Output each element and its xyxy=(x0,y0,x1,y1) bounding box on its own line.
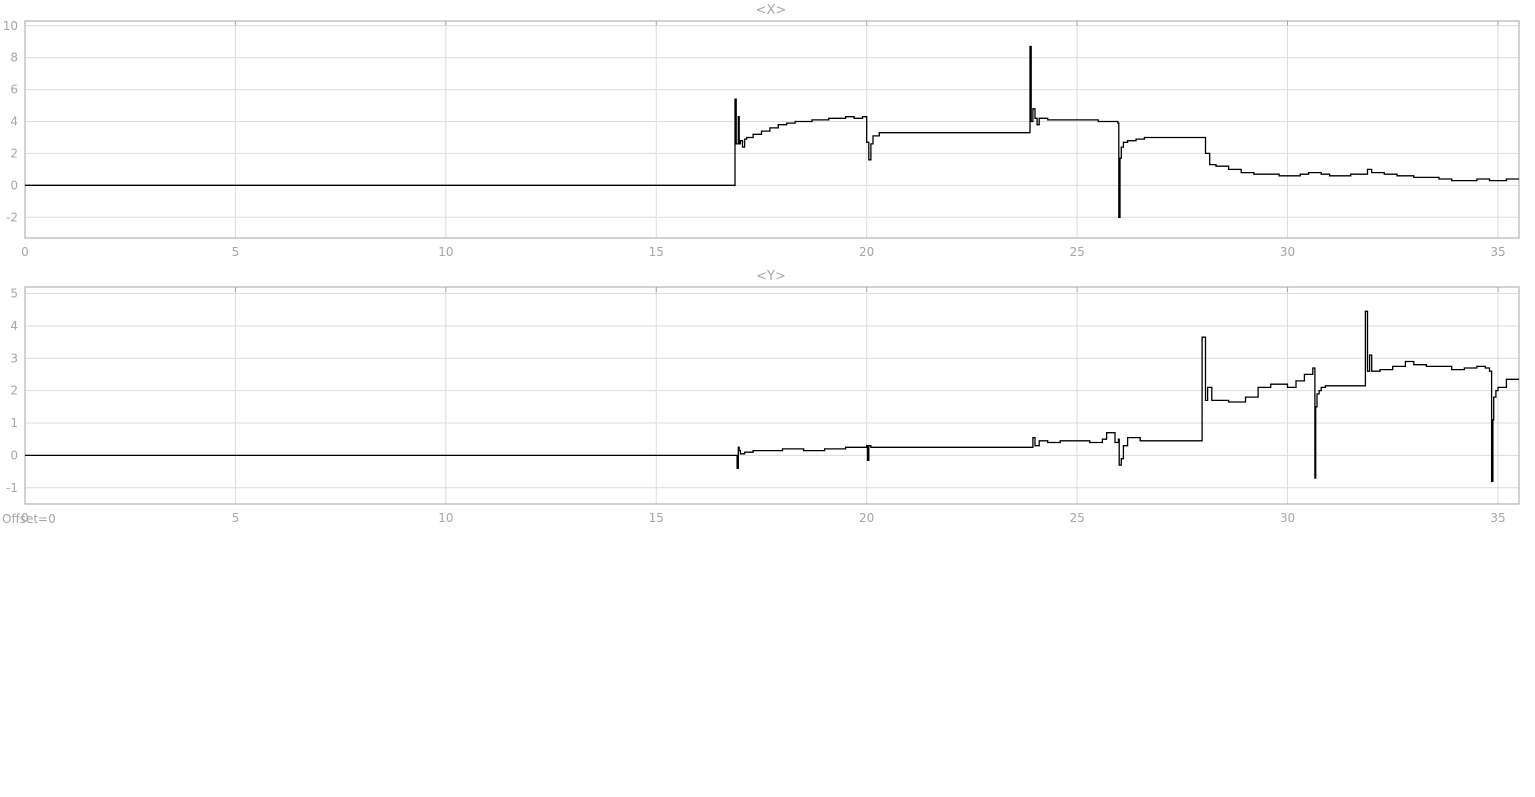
y-tick-label: -1 xyxy=(6,481,18,495)
x-tick-label: 15 xyxy=(649,511,664,525)
y-tick-label: 10 xyxy=(3,19,18,33)
x-tick-label: 35 xyxy=(1490,245,1505,259)
plot-frame xyxy=(24,286,1520,505)
plot-frame xyxy=(24,20,1520,239)
x-tick-label: 0 xyxy=(21,245,29,259)
x-tick-label: 5 xyxy=(232,511,240,525)
y-tick-label: 2 xyxy=(10,146,18,160)
x-tick-label: 10 xyxy=(438,511,453,525)
y-tick-label: 0 xyxy=(10,178,18,192)
y-tick-label: 0 xyxy=(10,448,18,462)
x-tick-label: 25 xyxy=(1069,511,1084,525)
x-panel-title: <X> xyxy=(756,3,787,18)
signal-trace xyxy=(25,45,1519,218)
x-signal-panel: <X> 0 5 10 15 20 25 30 35 -2 0 2 4 6 8 10 xyxy=(3,3,1520,259)
y-tick-label: 3 xyxy=(10,351,18,365)
y-tick-label: 4 xyxy=(10,115,18,129)
y-tick-label: 5 xyxy=(10,286,18,300)
y-tick-label: 6 xyxy=(10,83,18,97)
y-tick-label: 4 xyxy=(10,319,18,333)
x-tick-label: 0 xyxy=(21,511,29,525)
y-panel-title: <Y> xyxy=(756,269,786,284)
y-tick-label: -2 xyxy=(6,210,18,224)
signal-trace xyxy=(25,310,1519,482)
y-tick-label: 2 xyxy=(10,384,18,398)
x-tick-label: 10 xyxy=(438,245,453,259)
y-signal-panel: <Y> 0 5 10 15 20 25 30 35 -1 0 1 2 3 4 5 xyxy=(6,269,1520,525)
time-offset-label: Offset=0 xyxy=(2,512,56,526)
x-tick-label: 20 xyxy=(859,511,874,525)
y-tick-label: 8 xyxy=(10,51,18,65)
x-tick-label: 5 xyxy=(232,245,240,259)
x-tick-label: 20 xyxy=(859,245,874,259)
y-tick-label: 1 xyxy=(10,416,18,430)
x-tick-label: 15 xyxy=(649,245,664,259)
x-tick-label: 30 xyxy=(1280,245,1295,259)
x-tick-label: 25 xyxy=(1069,245,1084,259)
x-tick-label: 30 xyxy=(1280,511,1295,525)
x-tick-label: 35 xyxy=(1490,511,1505,525)
